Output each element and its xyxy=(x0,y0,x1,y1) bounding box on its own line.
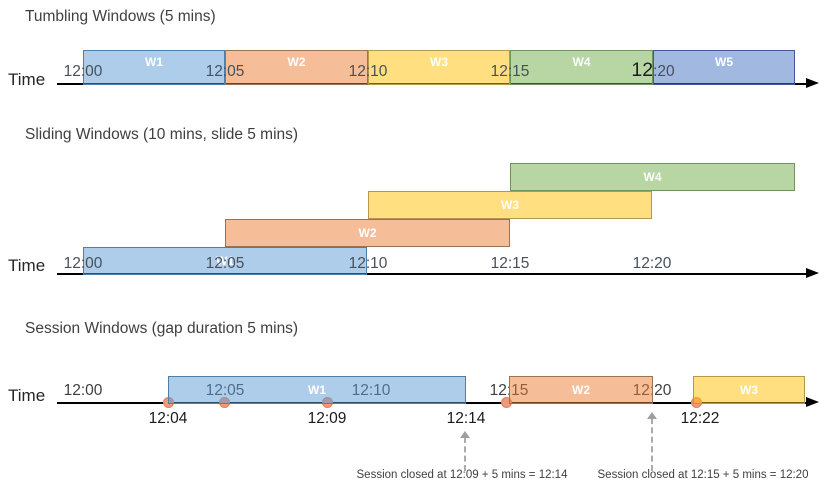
window-bar: W1 xyxy=(168,376,466,404)
timeline-arrow-icon xyxy=(806,268,819,278)
window-bar: W3 xyxy=(693,376,805,404)
tick-label: 12:15 xyxy=(490,63,530,80)
window-label: W2 xyxy=(358,226,377,240)
tick-label: 12:20 xyxy=(632,255,672,272)
window-label: W3 xyxy=(501,198,519,212)
session-annotation: Session closed at 12:15 + 5 mins = 12:20 xyxy=(597,469,809,481)
tick-label: 12:05 xyxy=(205,255,245,272)
tick-label: 12:05 xyxy=(205,63,245,80)
window-bar: W3 xyxy=(368,191,652,219)
window-bar: W5 xyxy=(653,50,795,85)
tick-label: 12:10 xyxy=(348,255,388,272)
window-bar: W4 xyxy=(510,163,795,191)
window-label: W3 xyxy=(430,55,448,69)
event-time-label: 12:14 xyxy=(446,410,486,427)
timeline xyxy=(57,273,806,275)
session-annotation: Session closed at 12:09 + 5 mins = 12:14 xyxy=(356,469,568,481)
window-label: W4 xyxy=(572,55,591,69)
window-bar: W2 xyxy=(509,376,653,404)
event-time-label: 12:22 xyxy=(680,410,720,427)
section-title: Sliding Windows (10 mins, slide 5 mins) xyxy=(25,126,299,143)
window-bar: W4 xyxy=(510,50,653,85)
tick-label: 12:00 xyxy=(63,255,103,272)
window-label: W3 xyxy=(740,383,758,397)
event-time-label: 12:09 xyxy=(307,410,347,427)
window-label: W2 xyxy=(287,55,306,69)
time-axis-label: Time xyxy=(8,256,46,275)
tick-label: 12:20 xyxy=(631,59,675,81)
tick-label-hour: 12 xyxy=(631,59,654,81)
window-label: W2 xyxy=(572,383,590,397)
section-title: Session Windows (gap duration 5 mins) xyxy=(25,320,299,337)
window-label: W1 xyxy=(216,254,234,268)
window-bar: W3 xyxy=(368,50,510,85)
time-axis-label: Time xyxy=(8,70,46,89)
window-bar: W2 xyxy=(225,50,368,85)
arrow-up-icon xyxy=(460,431,470,438)
section-title: Tumbling Windows (5 mins) xyxy=(25,8,216,25)
window-label: W1 xyxy=(308,383,326,397)
arrow-up-icon xyxy=(647,412,657,419)
tick-label: 12:00 xyxy=(63,63,103,80)
timeline-arrow-icon xyxy=(806,397,819,407)
window-bar: W1 xyxy=(83,50,225,85)
time-axis-label: Time xyxy=(8,386,46,405)
window-label: W1 xyxy=(145,55,163,69)
session-close-arrow xyxy=(651,418,653,471)
event-time-label: 12:04 xyxy=(148,410,188,427)
window-label: W4 xyxy=(643,170,662,184)
tick-label: 12:10 xyxy=(348,63,388,80)
window-bar: W2 xyxy=(225,219,510,247)
window-bar: W1 xyxy=(83,247,367,275)
session-close-arrow xyxy=(464,437,466,471)
timeline-arrow-icon xyxy=(806,78,819,88)
window-label: W5 xyxy=(715,55,733,69)
tick-label: 12:00 xyxy=(63,382,103,399)
tick-label: 12:15 xyxy=(490,255,530,272)
